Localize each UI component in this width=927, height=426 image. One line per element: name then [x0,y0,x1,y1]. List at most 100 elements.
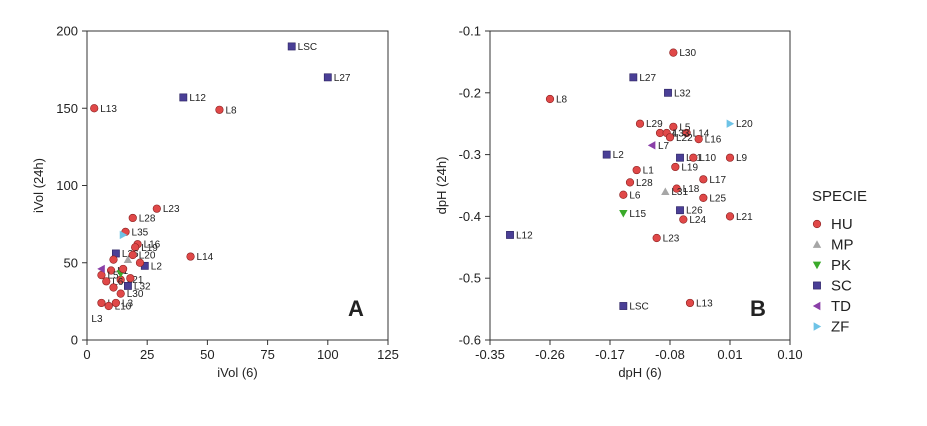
data-point-L13 [685,298,695,308]
panel-a: 0 25 50 75 100 125 0 50 100 150 200 iVol (6) iVol (2… [31,24,399,381]
point-label: LSC [298,42,317,53]
data-point-L17 [699,175,708,184]
legend-marker-hu [812,219,822,229]
data-point-L15 [619,209,628,218]
data-point-L6 [102,277,111,286]
point-label: L6 [112,277,124,288]
point-label: L27 [639,73,656,84]
point-label: L23 [163,204,180,215]
point-label: L5 [679,122,691,133]
point-label: L18 [683,184,700,195]
data-point-L5 [97,271,106,280]
data-point-hu [119,264,128,274]
x-tick-label: 0.10 [777,347,802,362]
point-label: L8 [225,105,237,116]
point-label: L3 [122,298,134,309]
data-point-L2 [602,150,611,159]
legend-label-sc: SC [831,278,852,295]
data-point-LSC [619,302,628,310]
point-label: L30 [127,289,144,300]
point-label: L8 [556,94,568,105]
y-axis-title: iVol (24h) [31,158,46,213]
legend-marker-pk [812,261,822,270]
x-tick-label: -0.17 [595,347,625,362]
point-label: L2 [613,150,625,161]
point-label: L13 [100,104,117,115]
data-point-L12 [506,231,514,239]
x-tick-label: 0 [83,347,90,362]
point-label: L2 [151,261,163,272]
point-label: L10 [699,153,716,164]
data-point-mp [123,255,133,264]
point-label: L10 [115,302,132,313]
data-point-L10 [104,301,113,311]
legend-label-pk: PK [831,257,851,274]
legend-label-mp: MP [831,237,854,254]
data-point-L8 [215,105,224,114]
point-label: L5 [107,271,119,282]
data-point-L12 [179,93,188,102]
point-label: L30 [679,48,696,59]
panel-letter: A [348,296,364,321]
x-tick-label: 50 [200,347,214,362]
point-label: L23 [663,234,680,245]
y-tick-label: -0.4 [459,209,481,224]
point-label: L32 [134,281,151,292]
y-tick-label: 150 [56,101,78,116]
point-label: L12 [516,230,533,241]
data-point-L30 [116,289,125,298]
data-point-L10 [689,153,698,162]
point-label: L6 [629,190,641,201]
legend-marker-sc [813,281,821,290]
data-point-zf [119,230,128,240]
y-tick-label: 200 [56,24,78,39]
y-tick-label: -0.6 [459,333,481,348]
data-point-L32 [124,282,132,290]
data-point-L21 [725,212,735,221]
data-point-L25 [699,193,708,202]
data-point-L1 [106,266,116,275]
data-point-L23 [652,233,661,243]
plot-frame [489,30,791,341]
panel-letter: B [750,296,766,321]
legend-label-hu: HU [831,216,853,233]
point-label: L31 [671,187,688,198]
point-label: L25 [709,193,726,204]
data-point-L28 [625,178,635,187]
data-point-L22 [665,133,675,142]
point-label: L1 [643,166,655,177]
point-label: L26 [686,206,703,217]
data-point-L28 [128,213,137,223]
point-label: L32 [674,88,691,99]
x-tick-label: 125 [377,347,399,362]
legend-marker-mp [812,240,822,248]
point-label: L17 [709,175,726,186]
point-label: L16 [144,240,161,251]
data-point-hu [109,283,118,292]
y-tick-label: -0.3 [459,147,481,162]
x-tick-label: -0.35 [475,347,505,362]
data-point-L8 [545,94,555,104]
data-point-L23 [152,204,161,213]
legend-title: SPECIE [812,188,867,205]
point-label: L20 [139,251,156,262]
y-tick-label: -0.2 [459,85,481,100]
data-point-L18 [672,184,681,193]
data-point-L32 [664,88,672,97]
point-label: L27 [334,73,351,84]
point-label: L22 [676,133,693,144]
data-point-L13 [90,104,99,113]
x-tick-label: 25 [140,347,154,362]
data-point-hu [135,258,145,267]
point-label: L13 [696,298,713,309]
data-point-L6 [619,190,628,199]
point-label: L28 [636,178,653,189]
y-tick-label: 50 [64,255,78,270]
data-point-L1 [632,165,641,175]
y-tick-label: -0.5 [459,271,481,286]
point-label: L19 [141,243,158,254]
data-point-LSC [287,42,296,51]
point-label: L19 [681,162,698,173]
point-label: LSC [629,302,648,313]
